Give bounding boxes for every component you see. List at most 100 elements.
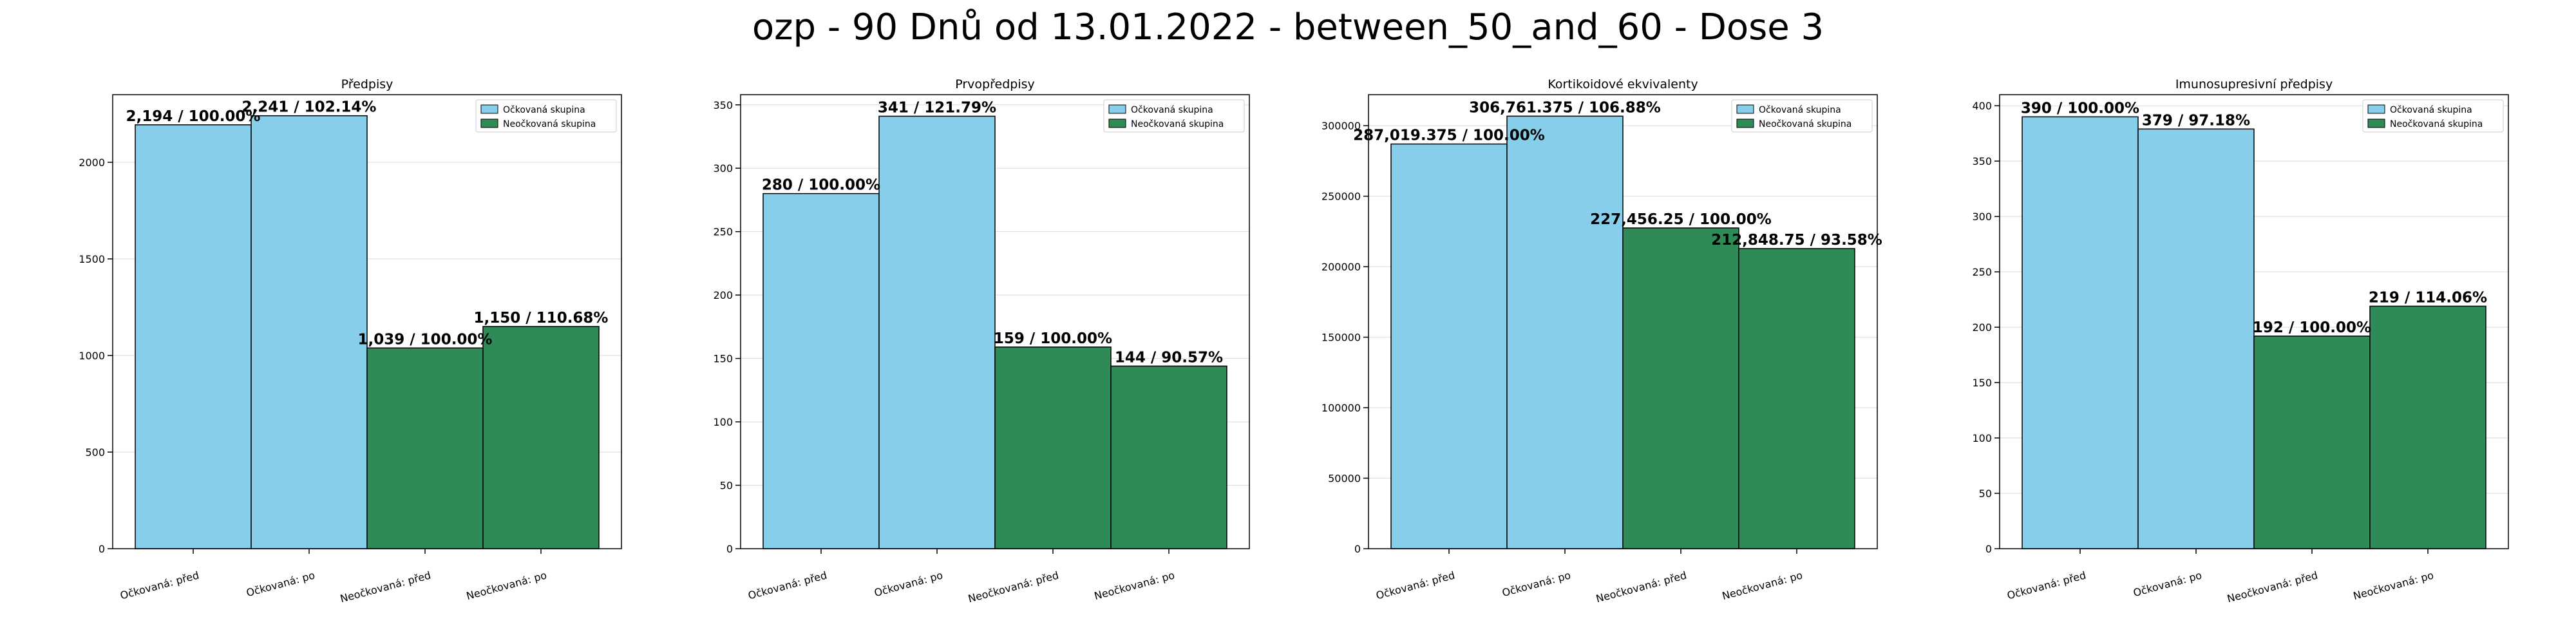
y-tick-label: 0 (1354, 543, 1361, 555)
y-tick-label: 150 (713, 353, 733, 365)
y-tick-label: 0 (726, 543, 733, 555)
legend-box (2362, 99, 2504, 133)
y-tick-label: 100000 (1321, 402, 1361, 414)
y-tick-label: 1000 (79, 350, 105, 362)
subplot-title: Imunosupresivní předpisy (2175, 77, 2333, 91)
y-tick-label: 300000 (1321, 120, 1361, 132)
bar (1622, 227, 1739, 549)
subplot-title: Prvopředpisy (955, 77, 1035, 91)
data-label: 1,039 / 100.00% (358, 331, 493, 348)
bar (2137, 128, 2255, 549)
y-tick-label: 200 (1972, 321, 1992, 334)
data-label: 159 / 100.00% (994, 330, 1112, 347)
y-tick-label: 400 (1972, 100, 1992, 112)
y-tick-label: 50 (720, 480, 733, 492)
y-tick-label: 50 (1979, 488, 1992, 500)
x-tick-label: Neočkovaná: před (339, 569, 432, 605)
x-tick-label: Očkovaná: po (1501, 569, 1572, 600)
y-tick-label: 2000 (79, 156, 105, 169)
y-tick-label: 300 (1972, 211, 1992, 223)
legend-swatch (1736, 104, 1754, 114)
legend-swatch (1736, 118, 1754, 128)
bar (1506, 115, 1624, 549)
y-tick-label: 200000 (1321, 261, 1361, 273)
bar (762, 193, 880, 549)
legend-label: Neočkovaná skupina (1759, 119, 1852, 129)
legend-swatch (1108, 118, 1126, 128)
data-label: 144 / 90.57% (1115, 349, 1223, 366)
y-tick-label: 350 (713, 99, 733, 111)
bar (2369, 305, 2486, 549)
plot-frame (112, 94, 622, 549)
legend-swatch (1108, 104, 1126, 114)
data-label: 227,456.25 / 100.00% (1590, 211, 1772, 228)
x-tick-label: Očkovaná: před (118, 569, 200, 602)
x-tick-label: Očkovaná: po (873, 569, 944, 600)
bar (1738, 248, 1855, 549)
data-label: 219 / 114.06% (2369, 289, 2487, 306)
x-tick-label: Neočkovaná: po (1093, 569, 1176, 603)
legend-swatch (2367, 104, 2385, 114)
bar (1390, 143, 1508, 549)
legend-label: Očkovaná skupina (503, 105, 585, 115)
x-tick-label: Neočkovaná: po (1721, 569, 1804, 603)
y-tick-label: 350 (1972, 155, 1992, 167)
legend-swatch (2367, 118, 2385, 128)
data-label: 280 / 100.00% (762, 177, 880, 194)
data-label: 212,848.75 / 93.58% (1711, 232, 1882, 249)
y-tick-label: 0 (99, 543, 105, 555)
bar (878, 115, 996, 549)
data-label: 2,194 / 100.00% (126, 108, 261, 125)
data-label: 379 / 97.18% (2142, 112, 2250, 129)
y-tick-label: 250000 (1321, 191, 1361, 203)
y-tick-label: 250 (713, 226, 733, 238)
x-tick-label: Očkovaná: před (746, 569, 828, 602)
x-tick-label: Neočkovaná: po (2352, 569, 2435, 603)
data-label: 341 / 121.79% (878, 99, 996, 116)
legend-swatch (480, 104, 498, 114)
legend-box (1731, 99, 1873, 133)
bar (135, 124, 252, 549)
bar (2022, 116, 2139, 549)
x-tick-label: Neočkovaná: před (2226, 569, 2319, 605)
y-tick-label: 100 (713, 416, 733, 428)
data-label: 192 / 100.00% (2253, 319, 2371, 336)
x-tick-label: Neočkovaná: před (1595, 569, 1688, 605)
legend-label: Neočkovaná skupina (1131, 119, 1224, 129)
x-tick-label: Neočkovaná: před (967, 569, 1060, 605)
legend-box (1103, 99, 1245, 133)
plot-frame (1368, 94, 1878, 549)
data-label: 390 / 100.00% (2021, 100, 2139, 117)
x-tick-label: Neočkovaná: po (465, 569, 548, 603)
bar (482, 326, 600, 549)
bar (994, 346, 1112, 549)
data-label: 306,761.375 / 106.88% (1469, 99, 1661, 116)
bar (251, 115, 368, 549)
y-tick-label: 1500 (79, 253, 105, 265)
y-tick-label: 250 (1972, 266, 1992, 278)
y-tick-label: 500 (85, 446, 105, 459)
x-tick-label: Očkovaná: po (245, 569, 316, 600)
bar (366, 347, 484, 549)
data-label: 2,241 / 102.14% (242, 99, 377, 116)
x-tick-label: Očkovaná: před (1374, 569, 1456, 602)
legend-swatch (480, 118, 498, 128)
y-tick-label: 200 (713, 289, 733, 301)
legend-label: Očkovaná skupina (1759, 105, 1841, 115)
y-tick-label: 150 (1972, 377, 1992, 389)
subplot-title: Kortikoidové ekvivalenty (1548, 77, 1698, 91)
legend-label: Neočkovaná skupina (2390, 119, 2483, 129)
legend-label: Očkovaná skupina (1131, 105, 1213, 115)
subplot-title: Předpisy (341, 77, 393, 91)
plot-frame (740, 94, 1250, 549)
data-label: 287,019.375 / 100.00% (1353, 128, 1545, 144)
legend-label: Neočkovaná skupina (503, 119, 596, 129)
bar (2253, 336, 2371, 549)
plot-frame (1999, 94, 2509, 549)
y-tick-label: 100 (1972, 432, 1992, 444)
x-tick-label: Očkovaná: před (2005, 569, 2087, 602)
figure-title: ozp - 90 Dnů od 13.01.2022 - between_50_… (752, 6, 1824, 48)
legend-label: Očkovaná skupina (2390, 105, 2472, 115)
y-tick-label: 50000 (1328, 473, 1361, 485)
